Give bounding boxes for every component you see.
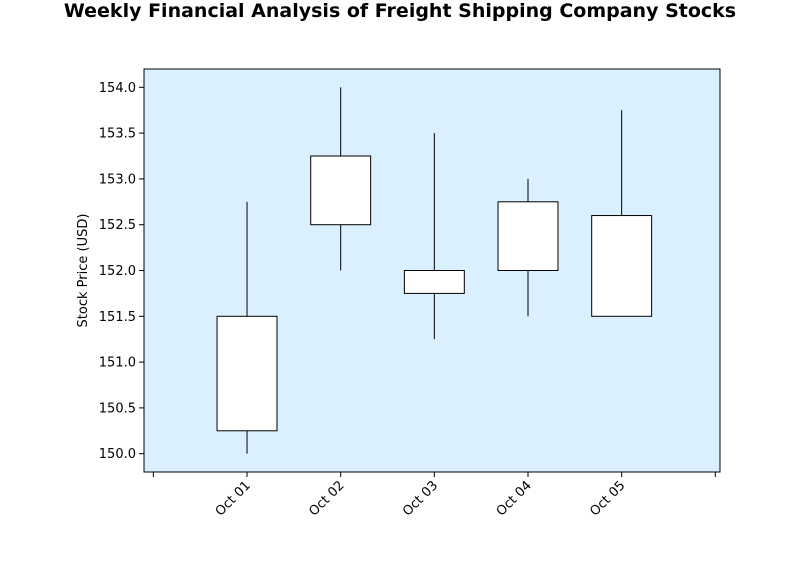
y-axis-label: Stock Price (USD) — [76, 214, 91, 328]
y-tick-label: 152.5 — [99, 218, 136, 233]
candle-body — [310, 155, 372, 226]
plot-frame — [143, 68, 721, 473]
x-axis: Oct 01 Oct 02 Oct 03 Oct 04 Oct 05 — [152, 472, 716, 519]
candle-body — [403, 270, 465, 294]
x-tick-label: Oct 03 — [400, 478, 441, 519]
candles — [216, 87, 653, 454]
x-tick-label: Oct 01 — [213, 478, 254, 519]
y-tick-label: 152.0 — [99, 264, 136, 279]
candle-body — [497, 201, 559, 272]
y-tick-label: 153.0 — [99, 172, 136, 187]
x-tick-label: Oct 02 — [306, 478, 347, 519]
y-tick-label: 154.0 — [99, 81, 136, 96]
candle-body — [216, 315, 278, 432]
y-tick-label: 153.5 — [99, 127, 136, 142]
y-tick-label: 150.0 — [99, 447, 136, 462]
y-axis: 150.0 150.5 151.0 151.5 152.0 152.5 153.0 153.5… — [99, 81, 144, 462]
candle-body — [591, 215, 653, 317]
y-tick-label: 151.5 — [99, 310, 136, 325]
x-tick-label: Oct 05 — [587, 478, 628, 519]
x-tick-label: Oct 04 — [494, 478, 535, 519]
y-tick-label: 151.0 — [99, 356, 136, 371]
y-tick-label: 150.5 — [99, 401, 136, 416]
chart-title: Weekly Financial Analysis of Freight Shi… — [64, 0, 736, 22]
